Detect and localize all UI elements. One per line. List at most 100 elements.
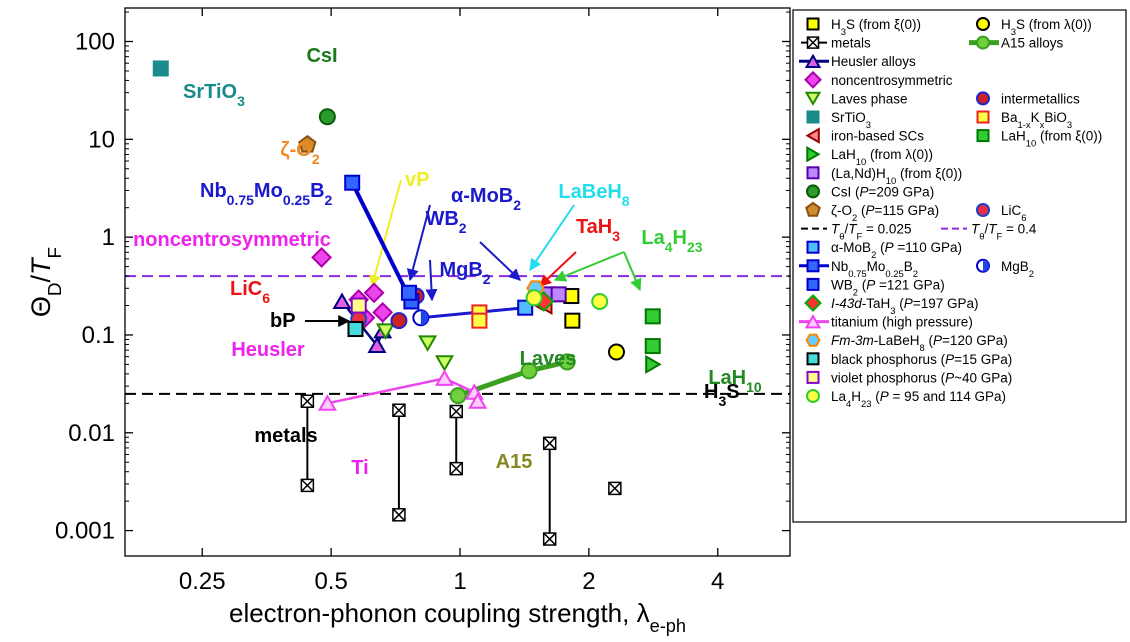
metals-marker-x [543,436,557,450]
label-6-part: WB [425,208,458,230]
metals-ranges [300,394,622,546]
label-17: LaH10 [708,367,762,395]
legend-label-part: 3 [890,306,895,317]
legend-label-part: S [846,17,855,32]
legend-label-part: T [831,222,841,237]
mgb2-point [412,309,430,327]
label-7-part: 2 [513,197,521,213]
x-tick-label: 0.25 [179,568,226,595]
legend-label: H3S (from λ(0)) [1001,17,1092,38]
label-3: Nb0.75Mo0.25B2 [200,180,333,208]
x-tick-label: 1 [453,568,466,595]
legend-label-part: titanium (high pressure) [831,315,973,330]
label-12-part: 6 [262,290,270,306]
legend-label-part: 1-x [1018,120,1031,131]
y-tick-label: 100 [75,28,115,55]
metals-marker-x [608,481,622,495]
legend-marker [806,370,820,384]
label-9-part: 2 [483,271,491,287]
label-10-part: 3 [612,228,620,244]
label-8-part: 8 [622,193,630,209]
legend-label: SrTiO3 [831,110,871,131]
legend-label-part: ( [872,389,881,404]
label-16-part: Laves [520,348,577,370]
legend-label: noncentrosymmetric [831,73,953,88]
legend-label-part: / [845,222,849,237]
vp-point [350,297,367,314]
legend-marker [804,294,822,312]
metals-marker [449,404,463,419]
a15-point [449,387,467,405]
metals-marker-x [543,532,557,546]
legend-label-part: 2 [1029,268,1034,279]
label-20-part: metals [254,425,317,447]
legend-label-part: P [945,370,954,385]
legend-marker [976,129,990,143]
legend-label-part: (from λ(0)) [1025,17,1092,32]
legend-label-part: P [945,352,954,367]
a15-point [520,362,538,380]
legend-marker [806,240,820,254]
label-11-part: 23 [687,239,703,255]
legend-label-part: CsI ( [831,184,860,199]
label-20: metals [254,425,317,447]
legend-marker [804,91,822,106]
label-3-part: Nb [200,180,227,202]
y-axis-title-part: D [45,282,66,296]
plot-frame [124,7,791,557]
y-tick-label: 0.001 [55,518,115,545]
legend-marker-x [806,36,820,49]
metals-marker [542,436,557,451]
legend-label-part: = 95 and 114 GPa) [889,389,1006,404]
label-2-part: 2 [312,151,320,167]
legend-label: Tθ/TF = 0.4 [971,222,1037,243]
legend-label: intermetallics [1001,91,1080,106]
legend-label-part: / [985,222,989,237]
metals-marker [300,394,315,409]
legend-label: Tθ/TF = 0.025 [831,222,911,243]
label-1-part: CsI [306,45,337,67]
y-tick-label: 1 [102,224,115,251]
y-tick-label: 0.1 [82,322,115,349]
legend-label-part: =121 GPa) [875,277,944,292]
x-axis-title: electron-phonon coupling strength, λe-ph [229,598,686,636]
legend: H3S (from ξ(0)) H3S (from λ(0))metals A15 … [799,17,1102,410]
y-axis-title: ΘD/TF [26,247,66,317]
label-18: Ti [351,457,368,479]
nbmob2-line [350,181,414,303]
legend-label: La4H23 (P = 95 and 114 GPa) [831,389,1006,410]
legend-label-part: ( [896,296,905,311]
nbmob2-point [344,174,361,191]
annotation-arrow [539,251,577,287]
y-axis-title-part: Θ [26,296,56,317]
legend-label-part: S [1016,17,1025,32]
legend-marker [806,145,821,163]
titanium-point [317,394,337,411]
label-3-part: B [310,180,324,202]
y-tick-label: 0.01 [68,420,115,447]
legend-label: WB2 (P =121 GPa) [831,277,945,298]
legend-label: α-MoB2 (P =110 GPa) [831,240,962,261]
metals-marker-x [392,403,406,417]
label-5: noncentrosymmetric [133,229,331,251]
annotation-arrow [369,179,402,288]
noncentro-point [363,282,385,304]
legend-marker [806,17,820,31]
legend-label-part: K [1031,110,1040,125]
lah10_lambda-point [645,354,662,374]
legend-label-part: 23 [861,399,872,410]
legend-label-part: x [1040,120,1045,131]
legend-label-part: (from λ(0)) [866,147,933,162]
metals-marker-x [449,404,463,419]
label-9: MgB2 [439,259,490,287]
legend-label: violet phosphorus (P~40 GPa) [831,370,1012,385]
legend-label-part: 2 [853,287,858,298]
label-8: LaBeH8 [558,181,629,209]
metals-marker-x [449,462,463,476]
legend-label-part: ( [925,333,934,348]
a15-point [558,353,576,371]
label-2-part: ζ-O [280,139,311,161]
wb2-point [400,284,417,301]
legend-marker [976,110,990,124]
legend-label-part: =115 GPa) [874,203,939,218]
